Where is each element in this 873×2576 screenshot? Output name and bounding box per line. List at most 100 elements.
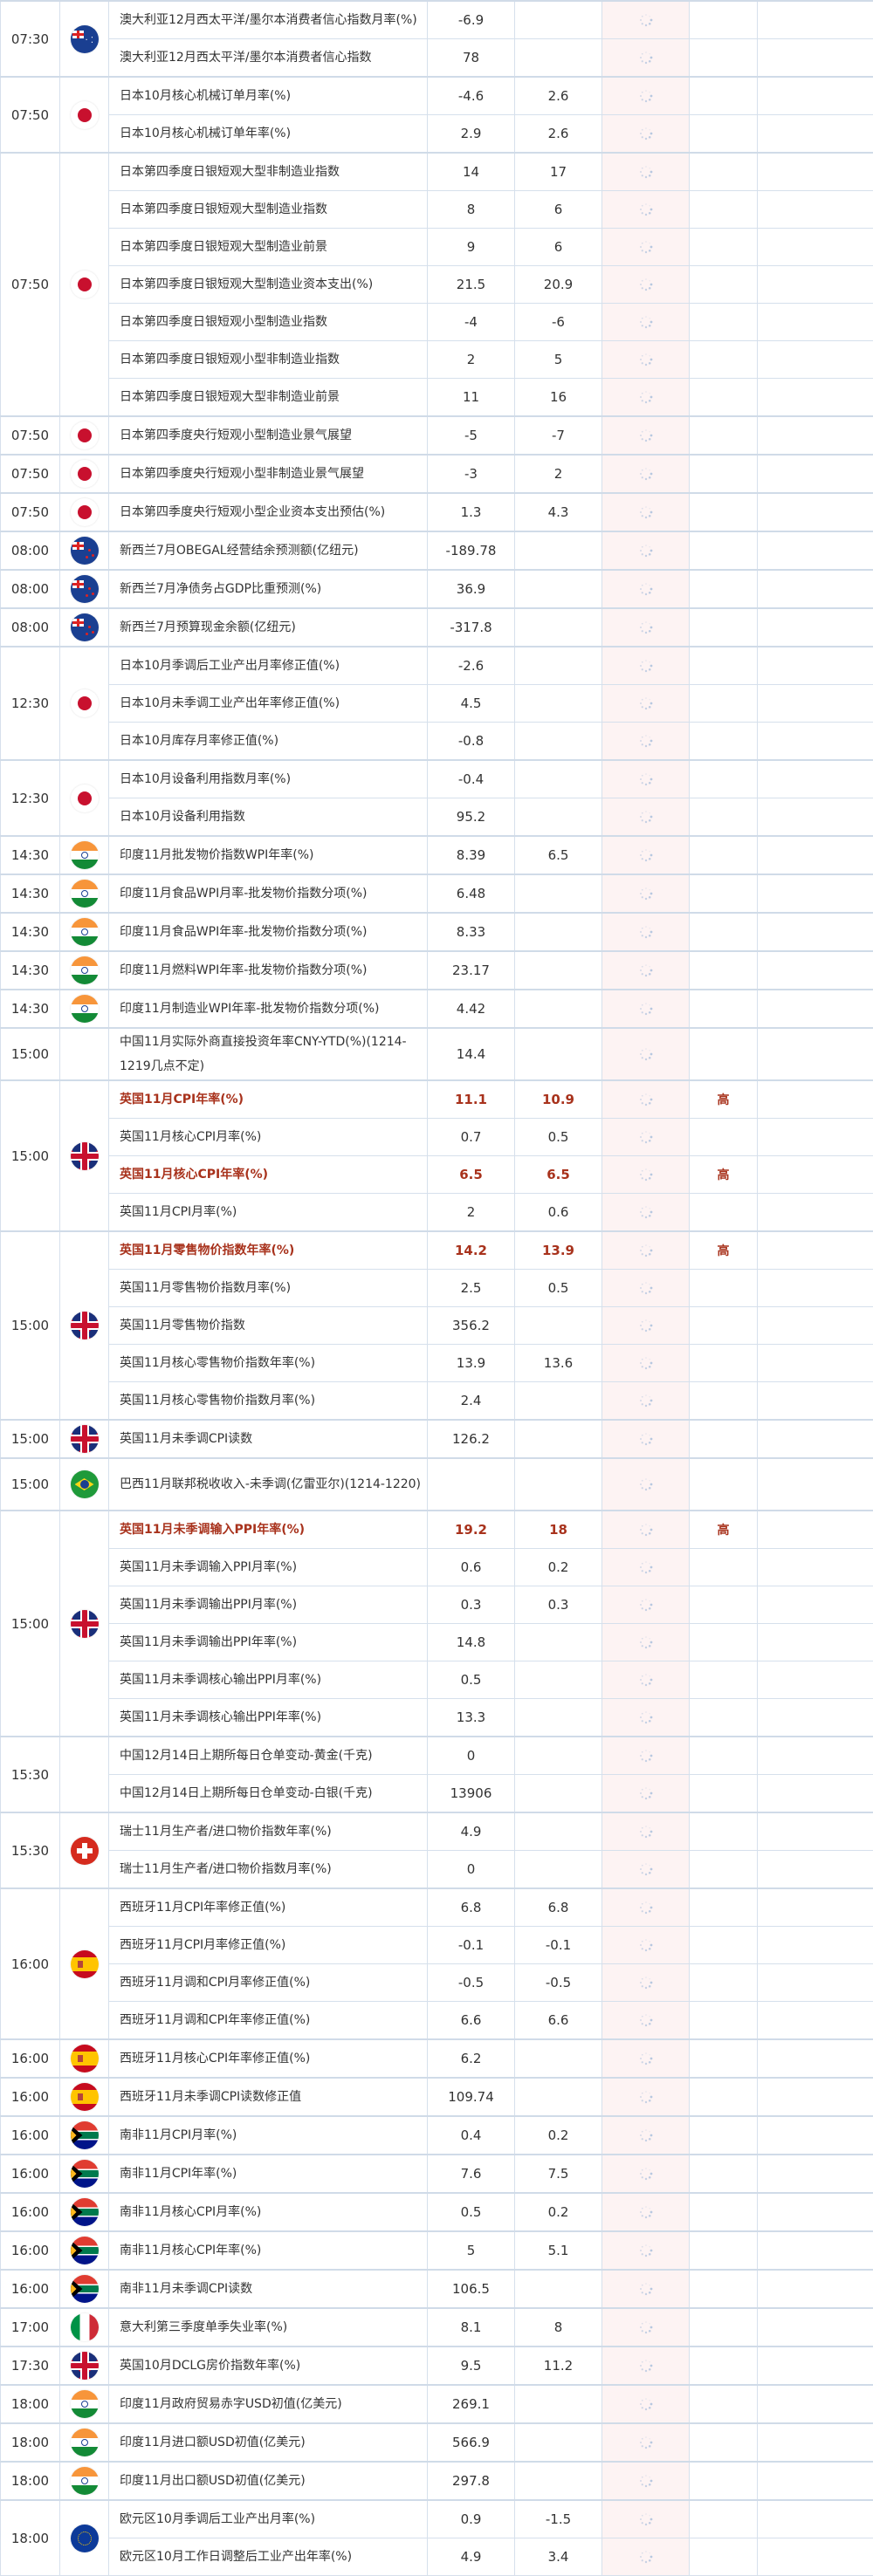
event-name[interactable]: 英国11月未季调CPI读数 [109, 1420, 428, 1458]
event-name[interactable]: 印度11月出口额USD初值(亿美元) [109, 2462, 428, 2500]
event-name[interactable]: 日本第四季度日银短观小型非制造业指数 [109, 341, 428, 379]
event-name[interactable]: 印度11月政府贸易赤字USD初值(亿美元) [109, 2385, 428, 2423]
event-name[interactable]: 英国11月未季调输出PPI月率(%) [109, 1586, 428, 1624]
event-name[interactable]: 日本第四季度日银短观小型制造业指数 [109, 304, 428, 341]
event-name[interactable]: 西班牙11月未季调CPI读数修正值 [109, 2078, 428, 2116]
event-name[interactable]: 日本10月季调后工业产出月率修正值(%) [109, 647, 428, 685]
event-name[interactable]: 印度11月制造业WPI年率-批发物价指数分项(%) [109, 990, 428, 1028]
event-name[interactable]: 英国10月DCLG房价指数年率(%) [109, 2346, 428, 2385]
event-name[interactable]: 南非11月CPI年率(%) [109, 2155, 428, 2193]
event-name[interactable]: 新西兰7月净债务占GDP比重预测(%) [109, 570, 428, 608]
event-name[interactable]: 中国12月14日上期所每日仓单变动-黄金(千克) [109, 1737, 428, 1775]
event-name[interactable]: 南非11月未季调CPI读数 [109, 2270, 428, 2308]
event-name[interactable]: 日本第四季度日银短观大型制造业指数 [109, 191, 428, 229]
event-name[interactable]: 日本第四季度央行短观小型制造业景气展望 [109, 416, 428, 455]
event-name[interactable]: 西班牙11月调和CPI年率修正值(%) [109, 2002, 428, 2040]
event-name[interactable]: 英国11月核心CPI年率(%) [109, 1156, 428, 1194]
event-name[interactable]: 瑞士11月生产者/进口物价指数月率(%) [109, 1851, 428, 1889]
event-name[interactable]: 新西兰7月OBEGAL经营结余预测额(亿纽元) [109, 531, 428, 570]
event-name[interactable]: 欧元区10月工作日调整后工业产出年率(%) [109, 2538, 428, 2576]
event-name[interactable]: 巴西11月联邦税收收入-未季调(亿雷亚尔)(1214-1220) [109, 1458, 428, 1511]
event-name[interactable]: 欧元区10月季调后工业产出月率(%) [109, 2500, 428, 2538]
event-name[interactable]: 瑞士11月生产者/进口物价指数年率(%) [109, 1812, 428, 1851]
event-row[interactable]: 英国11月核心零售物价指数月率(%)2.4 [1, 1382, 873, 1421]
event-name[interactable]: 西班牙11月核心CPI年率修正值(%) [109, 2039, 428, 2078]
event-name[interactable]: 日本10月设备利用指数月率(%) [109, 760, 428, 798]
event-name[interactable]: 日本第四季度央行短观小型企业资本支出预估(%) [109, 493, 428, 531]
event-name[interactable]: 印度11月食品WPI月率-批发物价指数分项(%) [109, 874, 428, 913]
event-name[interactable]: 日本第四季度日银短观大型制造业前景 [109, 229, 428, 266]
event-row[interactable]: 西班牙11月CPI月率修正值(%)-0.1-0.1 [1, 1927, 873, 1964]
event-name[interactable]: 英国11月核心零售物价指数年率(%) [109, 1345, 428, 1382]
event-name[interactable]: 英国11月零售物价指数月率(%) [109, 1270, 428, 1307]
event-name[interactable]: 南非11月CPI月率(%) [109, 2116, 428, 2155]
event-row[interactable]: 英国11月未季调核心输出PPI月率(%)0.5 [1, 1661, 873, 1699]
event-name[interactable]: 澳大利亚12月西太平洋/墨尔本消费者信心指数月率(%) [109, 1, 428, 39]
event-row[interactable]: 07:30澳大利亚12月西太平洋/墨尔本消费者信心指数月率(%)-6.9 [1, 1, 873, 39]
event-name[interactable]: 印度11月食品WPI年率-批发物价指数分项(%) [109, 913, 428, 951]
event-name[interactable]: 英国11月未季调核心输出PPI月率(%) [109, 1661, 428, 1699]
event-name[interactable]: 英国11月未季调输入PPI年率(%) [109, 1511, 428, 1549]
event-name[interactable]: 日本10月设备利用指数 [109, 798, 428, 837]
event-row[interactable]: 瑞士11月生产者/进口物价指数月率(%)0 [1, 1851, 873, 1889]
event-row[interactable]: 中国12月14日上期所每日仓单变动-白银(千克)13906 [1, 1775, 873, 1813]
event-name[interactable]: 中国12月14日上期所每日仓单变动-白银(千克) [109, 1775, 428, 1813]
event-name[interactable]: 日本第四季度日银短观大型非制造业指数 [109, 153, 428, 191]
event-name[interactable]: 澳大利亚12月西太平洋/墨尔本消费者信心指数 [109, 39, 428, 78]
event-name[interactable]: 英国11月核心零售物价指数月率(%) [109, 1382, 428, 1421]
event-row[interactable]: 西班牙11月调和CPI月率修正值(%)-0.5-0.5 [1, 1964, 873, 2002]
event-name[interactable]: 英国11月核心CPI月率(%) [109, 1119, 428, 1156]
event-name[interactable]: 西班牙11月CPI月率修正值(%) [109, 1927, 428, 1964]
event-row[interactable]: 英国11月未季调输出PPI年率(%)14.8 [1, 1624, 873, 1661]
event-name[interactable]: 英国11月未季调核心输出PPI年率(%) [109, 1699, 428, 1737]
event-name[interactable]: 印度11月燃料WPI年率-批发物价指数分项(%) [109, 951, 428, 990]
event-row[interactable]: 英国11月未季调核心输出PPI年率(%)13.3 [1, 1699, 873, 1737]
event-name[interactable]: 西班牙11月调和CPI月率修正值(%) [109, 1964, 428, 2002]
event-name[interactable]: 英国11月CPI月率(%) [109, 1194, 428, 1232]
